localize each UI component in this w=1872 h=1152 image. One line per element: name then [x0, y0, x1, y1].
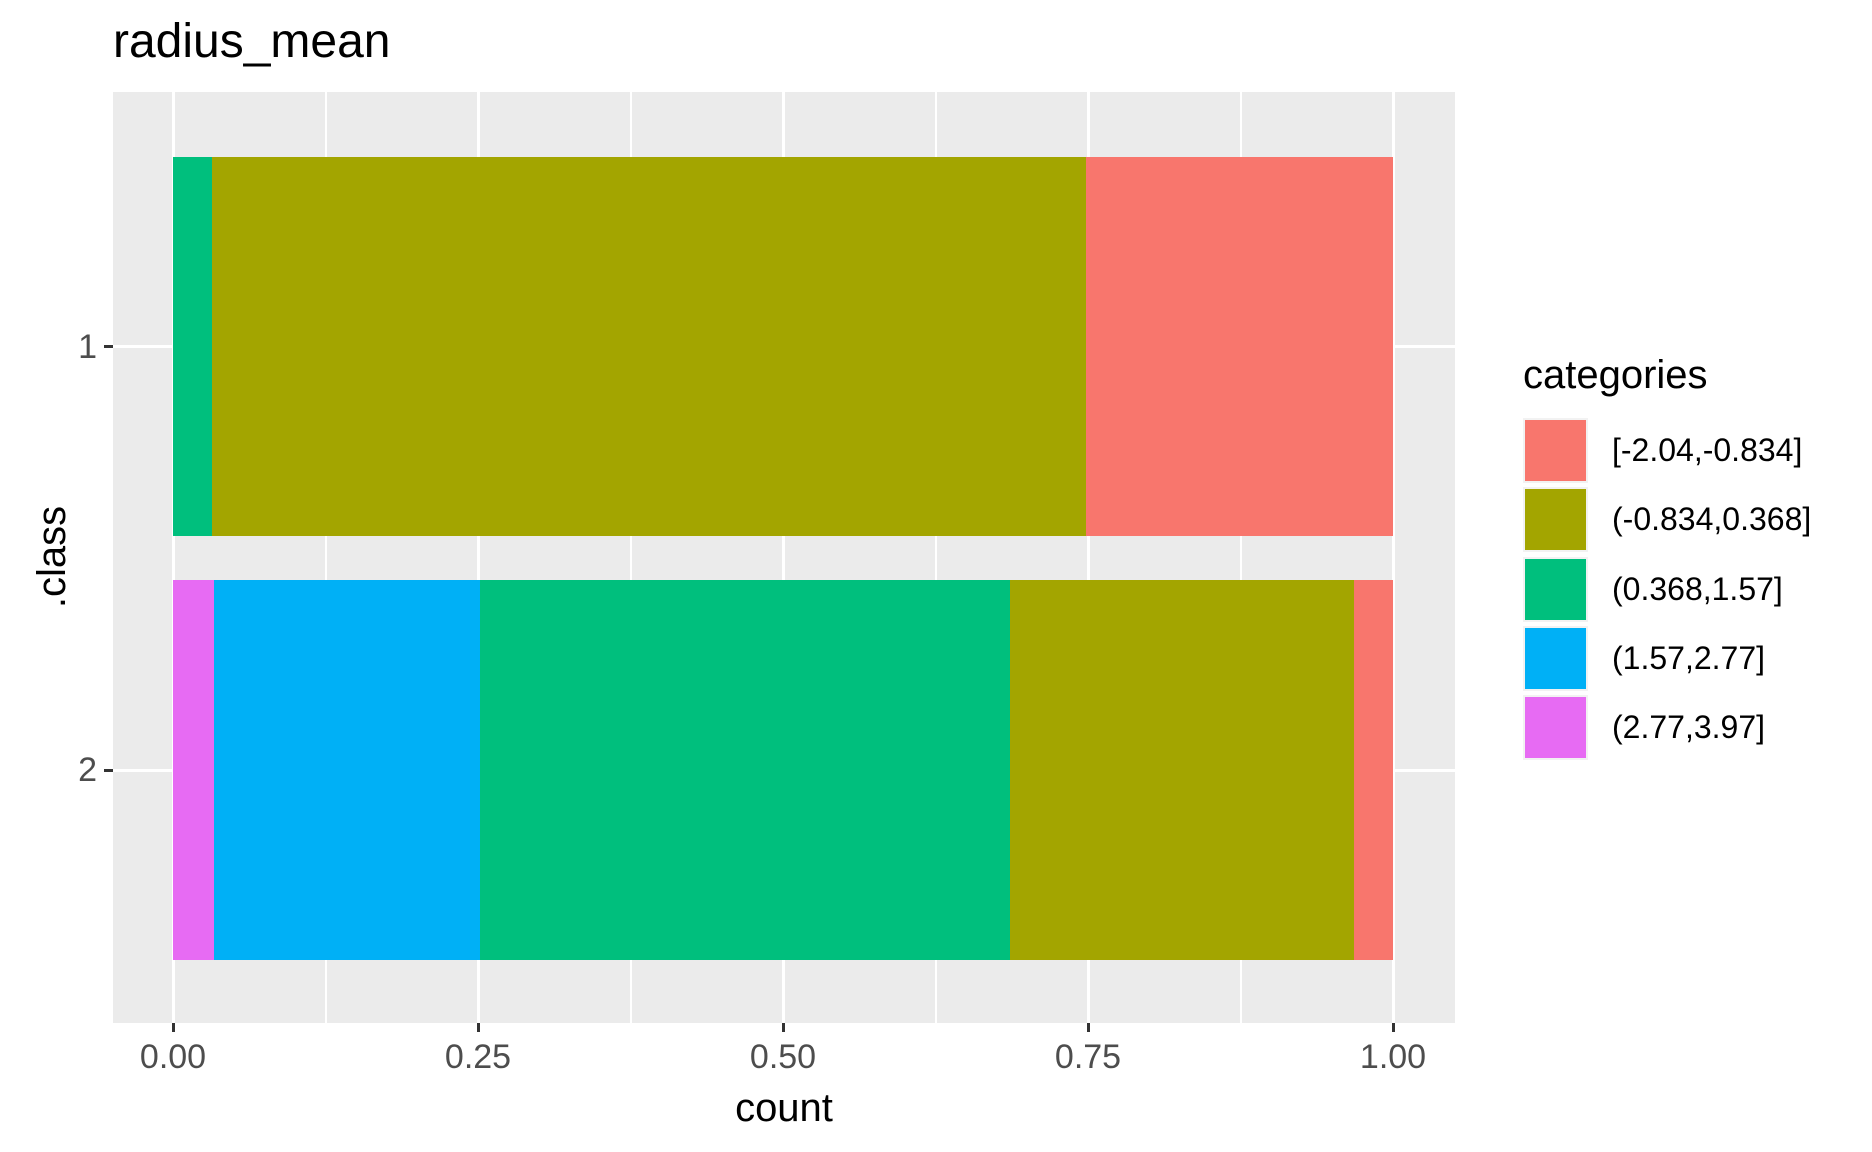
bar-segment: [480, 580, 1010, 960]
bar-segment: [1353, 580, 1393, 960]
x-tick-mark: [1086, 1023, 1090, 1032]
x-gridline-major: [1391, 92, 1395, 1023]
x-tick-mark: [781, 1023, 785, 1032]
x-gridline-minor: [1239, 92, 1242, 1023]
legend-key: [1523, 418, 1588, 483]
legend-swatch: [1525, 420, 1586, 481]
legend-item: (2.77,3.97]: [1523, 695, 1872, 761]
legend-swatch: [1525, 697, 1586, 759]
legend-label: (1.57,2.77]: [1612, 639, 1765, 676]
x-gridline-major: [171, 92, 175, 1023]
x-gridline-major: [781, 92, 785, 1023]
legend-label: (0.368,1.57]: [1612, 570, 1783, 607]
legend-item: (-0.834,0.368]: [1523, 487, 1872, 553]
x-tick-mark: [1391, 1023, 1395, 1032]
y-axis-title: .class: [30, 505, 74, 609]
y-tick-label: 1: [78, 327, 97, 366]
x-gridline-major: [476, 92, 480, 1023]
bar-segment: [1085, 157, 1393, 536]
x-gridline-minor: [934, 92, 937, 1023]
legend-item: (0.368,1.57]: [1523, 556, 1872, 622]
x-tick-label: 0.25: [444, 1038, 512, 1076]
legend: categories [-2.04,-0.834] (-0.834,0.368] (…: [1523, 353, 1872, 773]
plot-title: radius_mean: [113, 15, 391, 68]
legend-swatch: [1525, 627, 1586, 689]
legend-swatch: [1525, 558, 1586, 620]
x-tick-mark: [476, 1023, 480, 1032]
x-axis-title: count: [735, 1086, 833, 1130]
legend-key: [1523, 695, 1588, 761]
y-tick-mark: [104, 345, 113, 348]
legend-label: [-2.04,-0.834]: [1612, 432, 1803, 468]
plot-panel: [113, 92, 1455, 1023]
legend-title: categories: [1523, 353, 1708, 397]
legend-key: [1523, 487, 1588, 553]
x-tick-label: 1.00: [1359, 1038, 1427, 1076]
bar-segment: [173, 157, 213, 536]
legend-item: [-2.04,-0.834]: [1523, 418, 1872, 483]
legend-swatch: [1525, 489, 1586, 551]
x-gridline-minor: [324, 92, 327, 1023]
legend-key: [1523, 625, 1588, 691]
bar-segment: [173, 580, 215, 960]
bar-segment: [1009, 580, 1354, 960]
bar-segment: [214, 580, 481, 960]
legend-label: (-0.834,0.368]: [1612, 501, 1812, 538]
x-tick-label: 0.00: [139, 1038, 207, 1076]
y-tick-label: 2: [78, 751, 97, 789]
x-tick-label: 0.50: [749, 1038, 817, 1076]
legend-key: [1523, 556, 1588, 622]
legend-label: (2.77,3.97]: [1612, 709, 1765, 746]
bar-segment: [212, 157, 1086, 536]
y-tick-mark: [104, 768, 113, 772]
x-tick-mark: [171, 1023, 175, 1032]
x-tick-label: 0.75: [1054, 1038, 1122, 1076]
legend-item: (1.57,2.77]: [1523, 625, 1872, 691]
x-gridline-minor: [629, 92, 632, 1023]
x-gridline-major: [1086, 92, 1090, 1023]
